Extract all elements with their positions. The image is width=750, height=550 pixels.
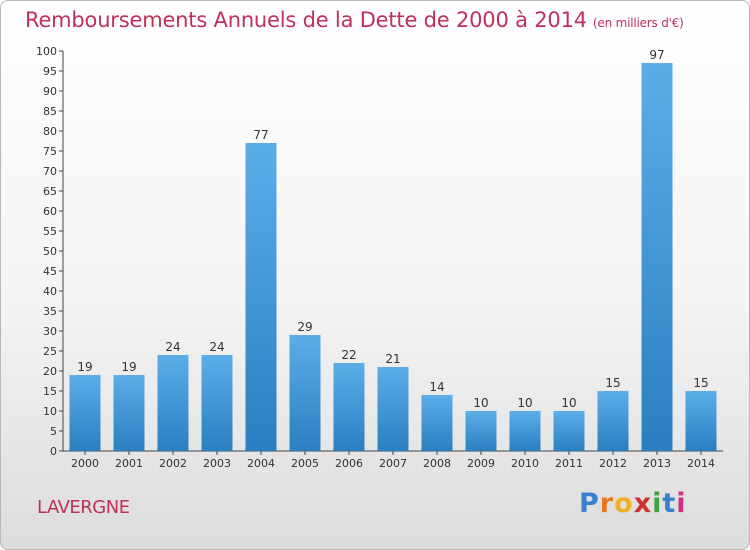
data-label: 22 <box>341 348 356 362</box>
x-tick-label: 2003 <box>203 457 231 470</box>
y-tick-label: 0 <box>50 445 57 458</box>
y-tick-label: 40 <box>43 285 57 298</box>
x-tick-label: 2012 <box>599 457 627 470</box>
y-tick-label: 100 <box>36 45 57 58</box>
data-label: 77 <box>253 128 268 142</box>
x-tick-label: 2006 <box>335 457 363 470</box>
x-tick-label: 2011 <box>555 457 583 470</box>
bar <box>201 355 233 451</box>
logo-letter: x <box>633 488 653 519</box>
y-tick-label: 10 <box>43 405 57 418</box>
x-tick-label: 2013 <box>643 457 671 470</box>
logo-letter: t <box>662 488 677 519</box>
bar <box>69 375 101 451</box>
bar <box>377 367 409 451</box>
data-label: 10 <box>561 396 576 410</box>
y-tick-label: 35 <box>43 305 57 318</box>
y-tick-label: 60 <box>43 205 57 218</box>
data-label: 29 <box>297 320 312 334</box>
y-tick-label: 75 <box>43 145 57 158</box>
bar <box>333 363 365 451</box>
logo-letter: o <box>614 488 634 519</box>
proxiti-logo: Proxiti <box>579 488 687 519</box>
bar <box>553 411 585 451</box>
bar <box>597 391 629 451</box>
y-tick-label: 65 <box>43 185 57 198</box>
y-tick-label: 25 <box>43 345 57 358</box>
logo-letter: P <box>579 488 600 519</box>
x-tick-label: 2007 <box>379 457 407 470</box>
data-label: 97 <box>649 48 664 62</box>
x-tick-label: 2008 <box>423 457 451 470</box>
logo-letter: i <box>676 488 687 519</box>
y-tick-label: 5 <box>50 425 57 438</box>
x-tick-label: 2010 <box>511 457 539 470</box>
data-label: 19 <box>121 360 136 374</box>
data-label: 10 <box>517 396 532 410</box>
bar <box>509 411 541 451</box>
bar <box>289 335 321 451</box>
y-tick-label: 50 <box>43 245 57 258</box>
logo-letter: i <box>652 488 663 519</box>
y-tick-label: 90 <box>43 85 57 98</box>
x-tick-label: 2002 <box>159 457 187 470</box>
y-tick-label: 20 <box>43 365 57 378</box>
bar <box>157 355 189 451</box>
data-label: 15 <box>605 376 620 390</box>
bar <box>113 375 145 451</box>
data-label: 21 <box>385 352 400 366</box>
x-tick-label: 2005 <box>291 457 319 470</box>
y-tick-label: 55 <box>43 225 57 238</box>
data-label: 24 <box>165 340 180 354</box>
bar <box>421 395 453 451</box>
y-tick-label: 70 <box>43 165 57 178</box>
data-label: 14 <box>429 380 444 394</box>
data-label: 19 <box>77 360 92 374</box>
bar <box>641 63 673 451</box>
y-tick-label: 95 <box>43 65 57 78</box>
chart-subtitle: (en milliers d'€) <box>592 16 684 30</box>
bar <box>465 411 497 451</box>
y-tick-label: 15 <box>43 385 57 398</box>
chart-title-text: Remboursements Annuels de la Dette de 20… <box>25 8 587 32</box>
y-tick-label: 80 <box>43 125 57 138</box>
x-tick-label: 2001 <box>115 457 143 470</box>
data-label: 15 <box>693 376 708 390</box>
x-tick-label: 2004 <box>247 457 275 470</box>
x-tick-label: 2014 <box>687 457 715 470</box>
x-tick-label: 2009 <box>467 457 495 470</box>
y-tick-label: 85 <box>43 105 57 118</box>
bar <box>685 391 717 451</box>
x-tick-label: 2000 <box>71 457 99 470</box>
data-label: 24 <box>209 340 224 354</box>
y-tick-label: 30 <box>43 325 57 338</box>
data-label: 10 <box>473 396 488 410</box>
bar <box>245 143 277 451</box>
y-tick-label: 45 <box>43 265 57 278</box>
logo-letter: r <box>599 488 615 519</box>
chart-title: Remboursements Annuels de la Dette de 20… <box>25 8 684 32</box>
commune-name: LAVERGNE <box>37 497 130 518</box>
